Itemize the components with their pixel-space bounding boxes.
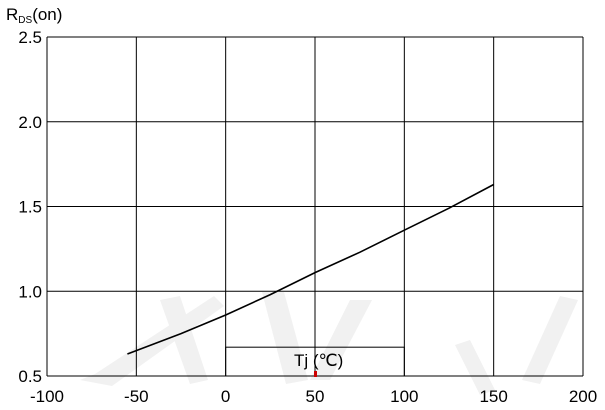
x-tick-label-1: -50 [124,387,149,406]
x-tick-label-4: 100 [390,387,418,406]
y-tick-label-0: 0.5 [18,367,42,386]
x-tick-label-3: 50 [306,387,325,406]
y-tick-label-3: 2.0 [18,113,42,132]
y-axis-label: RDS(on) [6,5,62,26]
series-layer [127,183,495,355]
watermark [80,292,578,395]
tick-labels: -100 -50 0 50 100 150 200 0.5 1.0 1.5 2.0 2.5 [18,28,597,406]
y-tick-label-4: 2.5 [18,28,42,47]
x-tick-label-6: 200 [569,387,597,406]
x-tick-label-5: 150 [479,387,507,406]
series-line-0 [127,183,495,355]
y-axis-label-sub: DS [18,15,32,26]
x-axis-label: Tj (℃) [294,351,343,370]
y-tick-label-1: 1.0 [18,282,42,301]
x-tick-label-2: 0 [221,387,230,406]
x-tick-label-0: -100 [30,387,64,406]
y-tick-label-2: 1.5 [18,198,42,217]
y-axis-label-suffix: (on) [32,5,62,24]
y-axis-label-main: R [6,5,18,24]
x-axis-marker [314,371,317,377]
grid [46,36,584,377]
